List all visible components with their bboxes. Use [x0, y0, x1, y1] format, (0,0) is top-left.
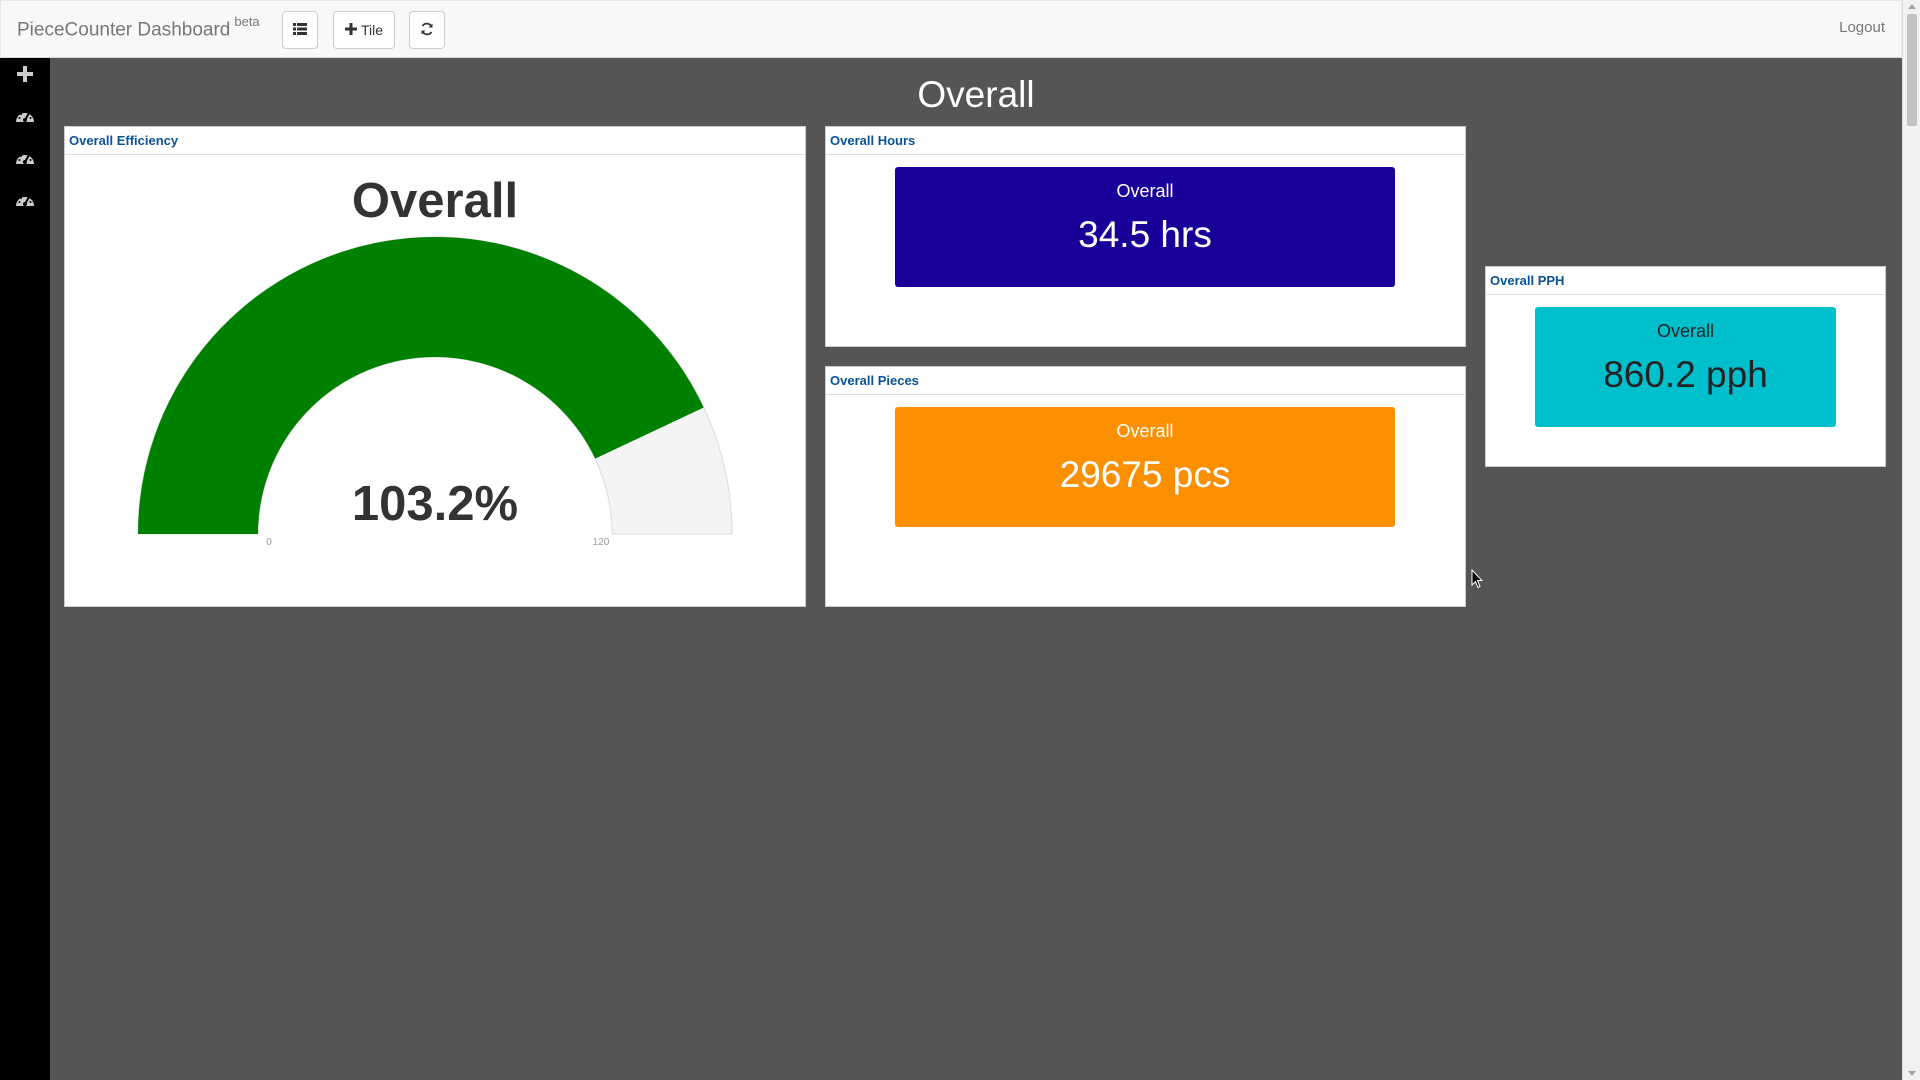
gauge-max-label: 120 — [593, 537, 610, 548]
tile-header: Overall Pieces — [826, 367, 1465, 395]
brand[interactable]: PieceCounter Dashboard beta — [17, 14, 260, 41]
add-tile-button[interactable]: Tile — [333, 11, 395, 49]
refresh-button[interactable] — [409, 11, 445, 49]
list-icon — [293, 22, 307, 38]
mouse-cursor — [1471, 568, 1484, 594]
scroll-down-arrow[interactable] — [1908, 1071, 1916, 1076]
stat-caption: Overall — [1656, 321, 1714, 341]
add-tile-label: Tile — [360, 22, 384, 38]
sidebar-item-add[interactable] — [0, 56, 50, 96]
dashboard-icon — [15, 192, 35, 213]
stat-value: 860.2 pph — [1603, 354, 1768, 395]
dashboard-icon — [15, 108, 35, 129]
top-navbar: PieceCounter Dashboard beta Tile — [0, 0, 1902, 58]
gauge-min-label: 0 — [266, 537, 272, 548]
tile-overall-efficiency[interactable]: Overall Efficiency Overall 0 120 103.2% — [64, 126, 806, 607]
sidebar-item-dashboard-1[interactable] — [0, 98, 50, 138]
tile-overall-hours[interactable]: Overall Hours Overall 34.5 hrs — [825, 126, 1466, 347]
tile-header: Overall Hours — [826, 127, 1465, 155]
sidebar-item-dashboard-3[interactable] — [0, 182, 50, 222]
plus-icon — [344, 22, 357, 38]
plus-icon — [17, 65, 33, 87]
sidebar-item-dashboard-2[interactable] — [0, 140, 50, 180]
gauge-fill — [138, 237, 704, 534]
page-title: Overall — [917, 74, 1035, 115]
scroll-thumb[interactable] — [1907, 14, 1917, 126]
tile-header: Overall PPH — [1486, 267, 1885, 295]
pieces-stat-box: Overall 29675 pcs — [895, 407, 1395, 527]
hours-stat-box: Overall 34.5 hrs — [895, 167, 1395, 287]
efficiency-gauge: 0 120 103.2% — [137, 236, 733, 548]
list-view-button[interactable] — [282, 11, 318, 49]
stat-value: 34.5 hrs — [1078, 214, 1212, 255]
pph-stat-box: Overall 860.2 pph — [1535, 307, 1836, 427]
gauge-title: Overall — [351, 174, 519, 228]
sidebar — [0, 58, 50, 1080]
brand-title: PieceCounter Dashboard — [17, 19, 231, 41]
dashboard-icon — [15, 150, 35, 171]
tile-overall-pph[interactable]: Overall PPH Overall 860.2 pph — [1485, 266, 1886, 467]
page-scrollbar[interactable] — [1902, 0, 1920, 1080]
stat-caption: Overall — [1116, 181, 1174, 201]
scroll-up-arrow[interactable] — [1908, 4, 1916, 9]
logout-link[interactable]: Logout — [1839, 19, 1885, 36]
stat-caption: Overall — [1116, 421, 1174, 441]
tile-header: Overall Efficiency — [65, 127, 805, 155]
tile-overall-pieces[interactable]: Overall Pieces Overall 29675 pcs — [825, 366, 1466, 607]
stat-value: 29675 pcs — [1059, 454, 1231, 495]
refresh-icon — [420, 22, 434, 39]
gauge-value: 103.2% — [352, 477, 518, 531]
beta-badge: beta — [234, 14, 260, 29]
